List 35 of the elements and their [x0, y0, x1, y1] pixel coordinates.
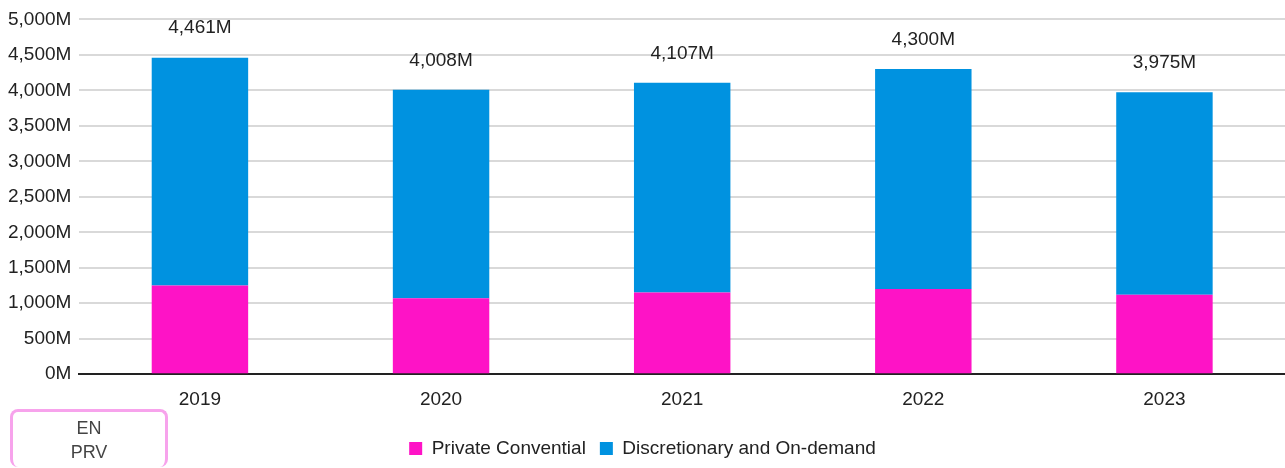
legend-label: Private Convential: [431, 436, 586, 458]
text: PRV: [69, 441, 109, 464]
bar: [633, 82, 731, 293]
x-tick-label: 2020: [419, 387, 463, 409]
bar: [392, 89, 490, 299]
text: EN: [75, 417, 103, 440]
y-tick-label: 2,500M: [8, 185, 72, 207]
y-tick-label: 3,000M: [8, 149, 72, 171]
bar: [1116, 294, 1213, 374]
total-label: 4,461M: [168, 16, 232, 38]
y-tick-label: 5,000M: [8, 7, 72, 29]
x-tick-label: 2023: [1143, 387, 1186, 409]
y-tick-label: 4,500M: [8, 43, 72, 65]
y-tick-label: 3,500M: [8, 114, 72, 136]
y-tick-label: 0M: [44, 362, 72, 384]
bar: [151, 57, 249, 286]
bar: [875, 69, 972, 290]
y-tick-label: 4,000M: [8, 78, 72, 100]
total-label: 4,008M: [409, 48, 473, 70]
bar: [633, 292, 731, 374]
y-tick-label: 1,000M: [8, 291, 72, 313]
y-tick-label: 2,000M: [8, 220, 72, 242]
bar: [151, 285, 249, 374]
bar: [392, 298, 490, 374]
total-label: 4,300M: [891, 27, 955, 49]
y-tick-label: 1,500M: [8, 255, 72, 277]
total-label: 4,107M: [650, 41, 714, 63]
y-tick-label: 500M: [23, 326, 72, 348]
bar: [875, 289, 972, 374]
bar: [1116, 92, 1213, 295]
x-tick-label: 2019: [178, 387, 222, 409]
x-tick-label: 2022: [902, 387, 945, 409]
total-label: 3,975M: [1132, 50, 1197, 72]
legend-label: Discretionary and On-demand: [622, 436, 876, 458]
x-tick-label: 2021: [661, 387, 704, 409]
